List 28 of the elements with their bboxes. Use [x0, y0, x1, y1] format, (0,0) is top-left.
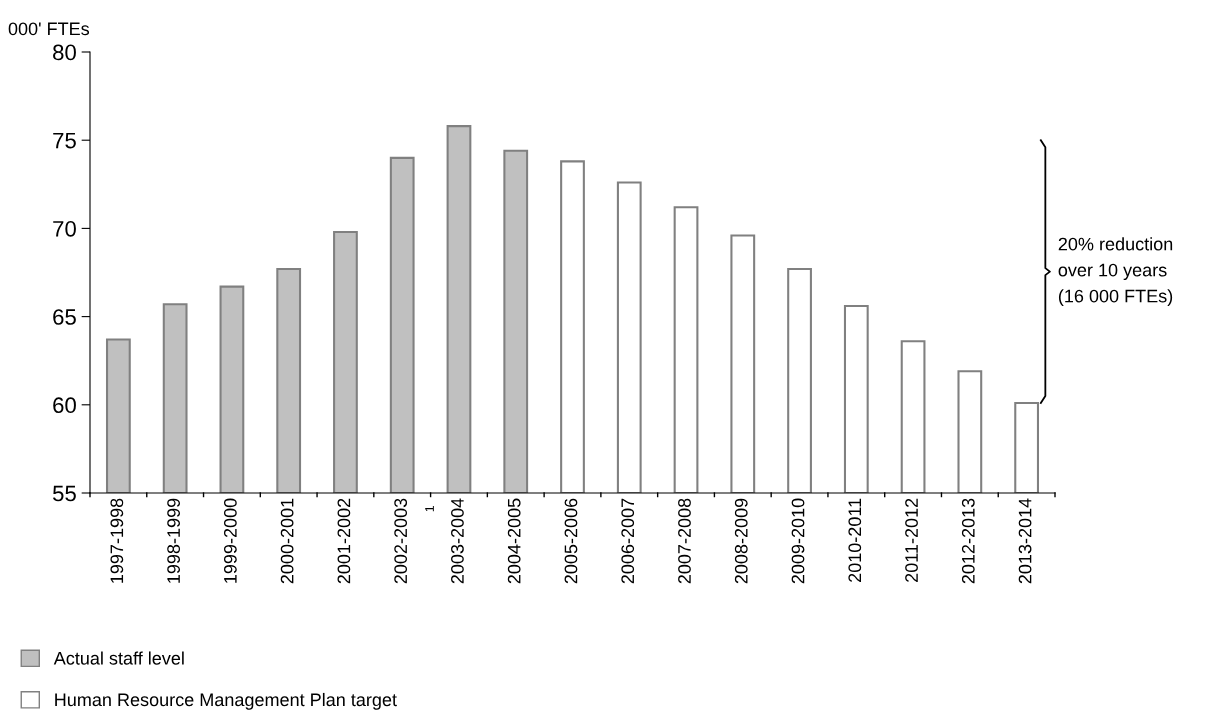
legend-label: Human Resource Management Plan target [55, 692, 397, 710]
y-tick-label: 60 [53, 397, 76, 414]
legend-label: Actual staff level [53, 651, 184, 665]
text: 20% reduction over 10 years (16 000 FTEs) [1058, 237, 1173, 307]
y-tick-label: 65 [53, 309, 76, 325]
x-tick-label: 2009-2010 [791, 498, 805, 584]
x-tick-label: 2007-2008 [678, 498, 691, 584]
y-axis-title: 000' FTEs [8, 22, 90, 36]
x-tick-label: 2003-2004 [451, 498, 464, 584]
x-tick-label: 1997-1998 [110, 498, 124, 583]
y-tick-label: 80 [53, 44, 76, 61]
x-tick-label: 2005-2006 [564, 498, 578, 584]
y-tick-label: 70 [53, 220, 76, 237]
x-tick-label: 2013-2014 [1018, 498, 1032, 584]
x-tick-label: 2004-2005 [507, 498, 521, 584]
y-tick-label: 55 [52, 485, 76, 502]
x-tick-label: 1998-1999 [167, 498, 180, 583]
x-tick-label: 2000-2001 [280, 498, 294, 584]
x-tick-label: 2010-2011 [848, 498, 862, 582]
x-tick-label: 1999-2000 [223, 498, 237, 583]
x-tick-label: 2006-2007 [621, 498, 635, 584]
x-tick-label: 2001-2002 [337, 498, 351, 584]
text: 1 [425, 505, 434, 512]
x-tick-label: 2012-2013 [961, 498, 975, 584]
x-tick-label: 2002-2003 [394, 498, 408, 584]
y-tick-label: 75 [53, 132, 76, 149]
x-tick-label: 2011-2012 [905, 498, 918, 582]
x-tick-label: 2008-2009 [734, 498, 748, 584]
